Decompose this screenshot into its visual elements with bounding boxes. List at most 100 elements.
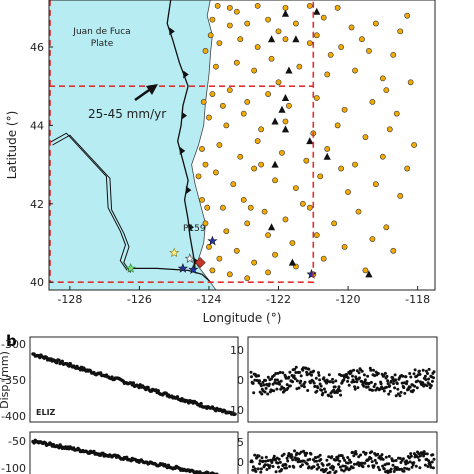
residual-point — [407, 387, 411, 391]
res1-ytick-0: 10 — [230, 344, 244, 357]
res1-series — [249, 365, 436, 399]
map-frame — [48, 0, 436, 291]
residual-point — [328, 380, 332, 384]
residual-point — [363, 461, 367, 465]
residual-point — [385, 385, 388, 389]
residual-point — [346, 461, 350, 465]
station-point — [202, 161, 209, 168]
trench-tooth — [169, 27, 175, 36]
station-point — [362, 267, 369, 274]
residual-point — [357, 371, 361, 375]
residual-point — [405, 382, 408, 386]
station-point — [213, 63, 219, 70]
residual-point — [259, 470, 263, 474]
residual-point — [388, 389, 392, 393]
residual-point — [319, 458, 323, 461]
residual-point — [314, 456, 318, 460]
residual-point — [261, 459, 265, 463]
station-point — [293, 185, 299, 192]
ts1-ytick-2: -400 — [1, 410, 26, 423]
ts1-ytick-1: -350 — [1, 374, 26, 387]
station-point — [372, 181, 379, 188]
station-point — [379, 153, 386, 160]
residual-point — [359, 453, 363, 457]
series-point — [92, 449, 96, 454]
residual-point — [367, 464, 370, 468]
station-point — [216, 255, 223, 262]
residual-point — [263, 463, 267, 467]
volcano-point — [281, 93, 290, 101]
residual-point — [409, 454, 413, 458]
residual-point — [430, 379, 434, 383]
station-point — [320, 255, 327, 262]
station-point — [286, 102, 292, 109]
station-point — [261, 208, 268, 215]
residual-point — [291, 380, 295, 384]
station-point — [223, 228, 230, 235]
residual-point — [317, 373, 321, 377]
residual-point — [292, 374, 296, 378]
station-point — [251, 67, 258, 74]
station-point — [275, 28, 282, 35]
station-point — [282, 4, 289, 11]
residual-point — [360, 369, 364, 373]
station-point — [206, 243, 212, 250]
residual-point — [386, 382, 390, 386]
residual-point — [319, 384, 323, 388]
station-point — [223, 122, 230, 129]
volcano-point — [365, 270, 373, 278]
residual-point — [392, 382, 395, 386]
residual-point — [288, 465, 292, 468]
ts2-series — [31, 438, 219, 474]
station-point — [214, 2, 221, 9]
residual-point — [297, 457, 301, 461]
station-point — [240, 196, 247, 203]
residual-point — [421, 381, 425, 385]
series-point — [131, 381, 136, 385]
station-point — [327, 51, 334, 58]
residual-point — [398, 394, 402, 398]
residual-point — [401, 457, 405, 461]
residual-point — [277, 457, 281, 461]
residual-point — [416, 455, 420, 459]
series-point — [60, 359, 64, 363]
residual-point — [300, 384, 304, 388]
residual-point — [271, 465, 275, 468]
residual-point — [309, 452, 313, 456]
station-point — [258, 161, 265, 168]
station-point — [313, 32, 320, 39]
special-station-star — [306, 268, 317, 279]
y-tick-label: 44 — [30, 119, 44, 132]
residual-point — [353, 387, 357, 391]
residual-point — [422, 454, 426, 458]
station-point — [226, 4, 233, 11]
station-point — [251, 165, 258, 172]
station-point — [313, 95, 320, 101]
residual-point — [263, 390, 267, 394]
station-point — [275, 79, 282, 86]
residual-point — [322, 376, 326, 380]
fracture-zone-outer — [49, 132, 128, 271]
ts2-ytick-1: -100 — [1, 462, 26, 474]
station-point — [404, 12, 411, 19]
residual-point — [274, 372, 278, 375]
series-point — [233, 412, 237, 416]
residual-point — [414, 464, 418, 468]
station-point — [355, 208, 362, 215]
residual-point — [261, 380, 265, 384]
residual-point — [316, 386, 320, 390]
residual-point — [324, 467, 328, 471]
station-point — [219, 204, 226, 211]
station-markers — [195, 2, 418, 282]
residual-point — [432, 376, 435, 380]
trench-tooth — [179, 146, 186, 155]
residual-point — [363, 378, 367, 382]
station-point — [206, 114, 212, 121]
station-point — [247, 204, 254, 211]
residual-point — [265, 468, 269, 471]
residual-point — [416, 379, 420, 383]
residual-point — [417, 458, 421, 462]
residual-point — [272, 454, 276, 458]
residual-point — [338, 459, 342, 463]
